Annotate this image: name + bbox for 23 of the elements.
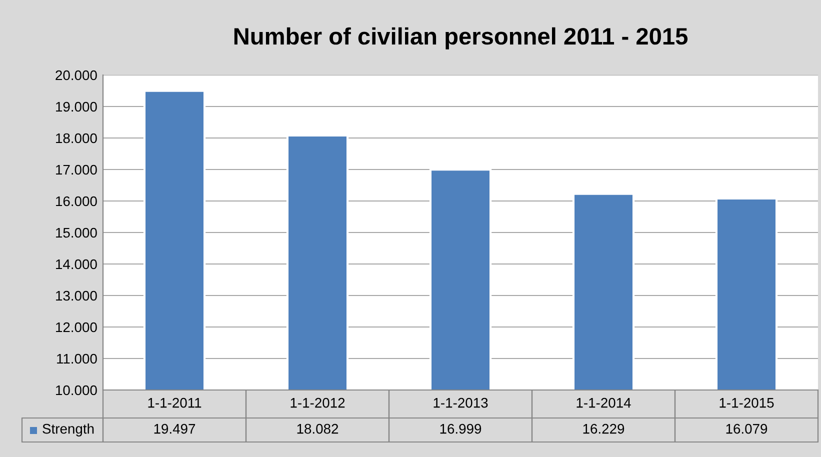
y-tick-label: 17.000 [56,164,97,175]
data-label: 16.229 [583,424,624,434]
x-tick-label: 1-1-2012 [290,398,345,408]
x-tick-label: 1-1-2013 [434,398,488,408]
data-label: 16.999 [440,424,482,434]
y-tick-label: 15.000 [56,228,97,238]
x-tick-label: 1-1-2015 [720,398,774,408]
data-label: 18.082 [297,424,338,434]
y-tick-label: 19.000 [56,102,97,112]
y-tick-label: 13.000 [56,290,97,301]
data-label: 16.079 [726,424,768,434]
y-tick-label: 11.000 [57,354,97,364]
y-tick-label: 18.000 [56,133,97,144]
legend-label: Strength [42,424,94,436]
y-tick-label: 16.000 [56,196,97,206]
y-tick-label: 12.000 [56,322,97,332]
y-tick-label: 20.000 [56,70,97,80]
data-label: 19.497 [154,424,196,434]
x-tick-label: 1-1-2011 [148,398,202,408]
y-tick-label: 10.000 [56,385,97,396]
chart-title: Number of civilian personnel 2011 - 2015 [234,27,688,50]
y-tick-label: 14.000 [56,259,97,270]
x-tick-label: 1-1-2014 [576,398,631,408]
